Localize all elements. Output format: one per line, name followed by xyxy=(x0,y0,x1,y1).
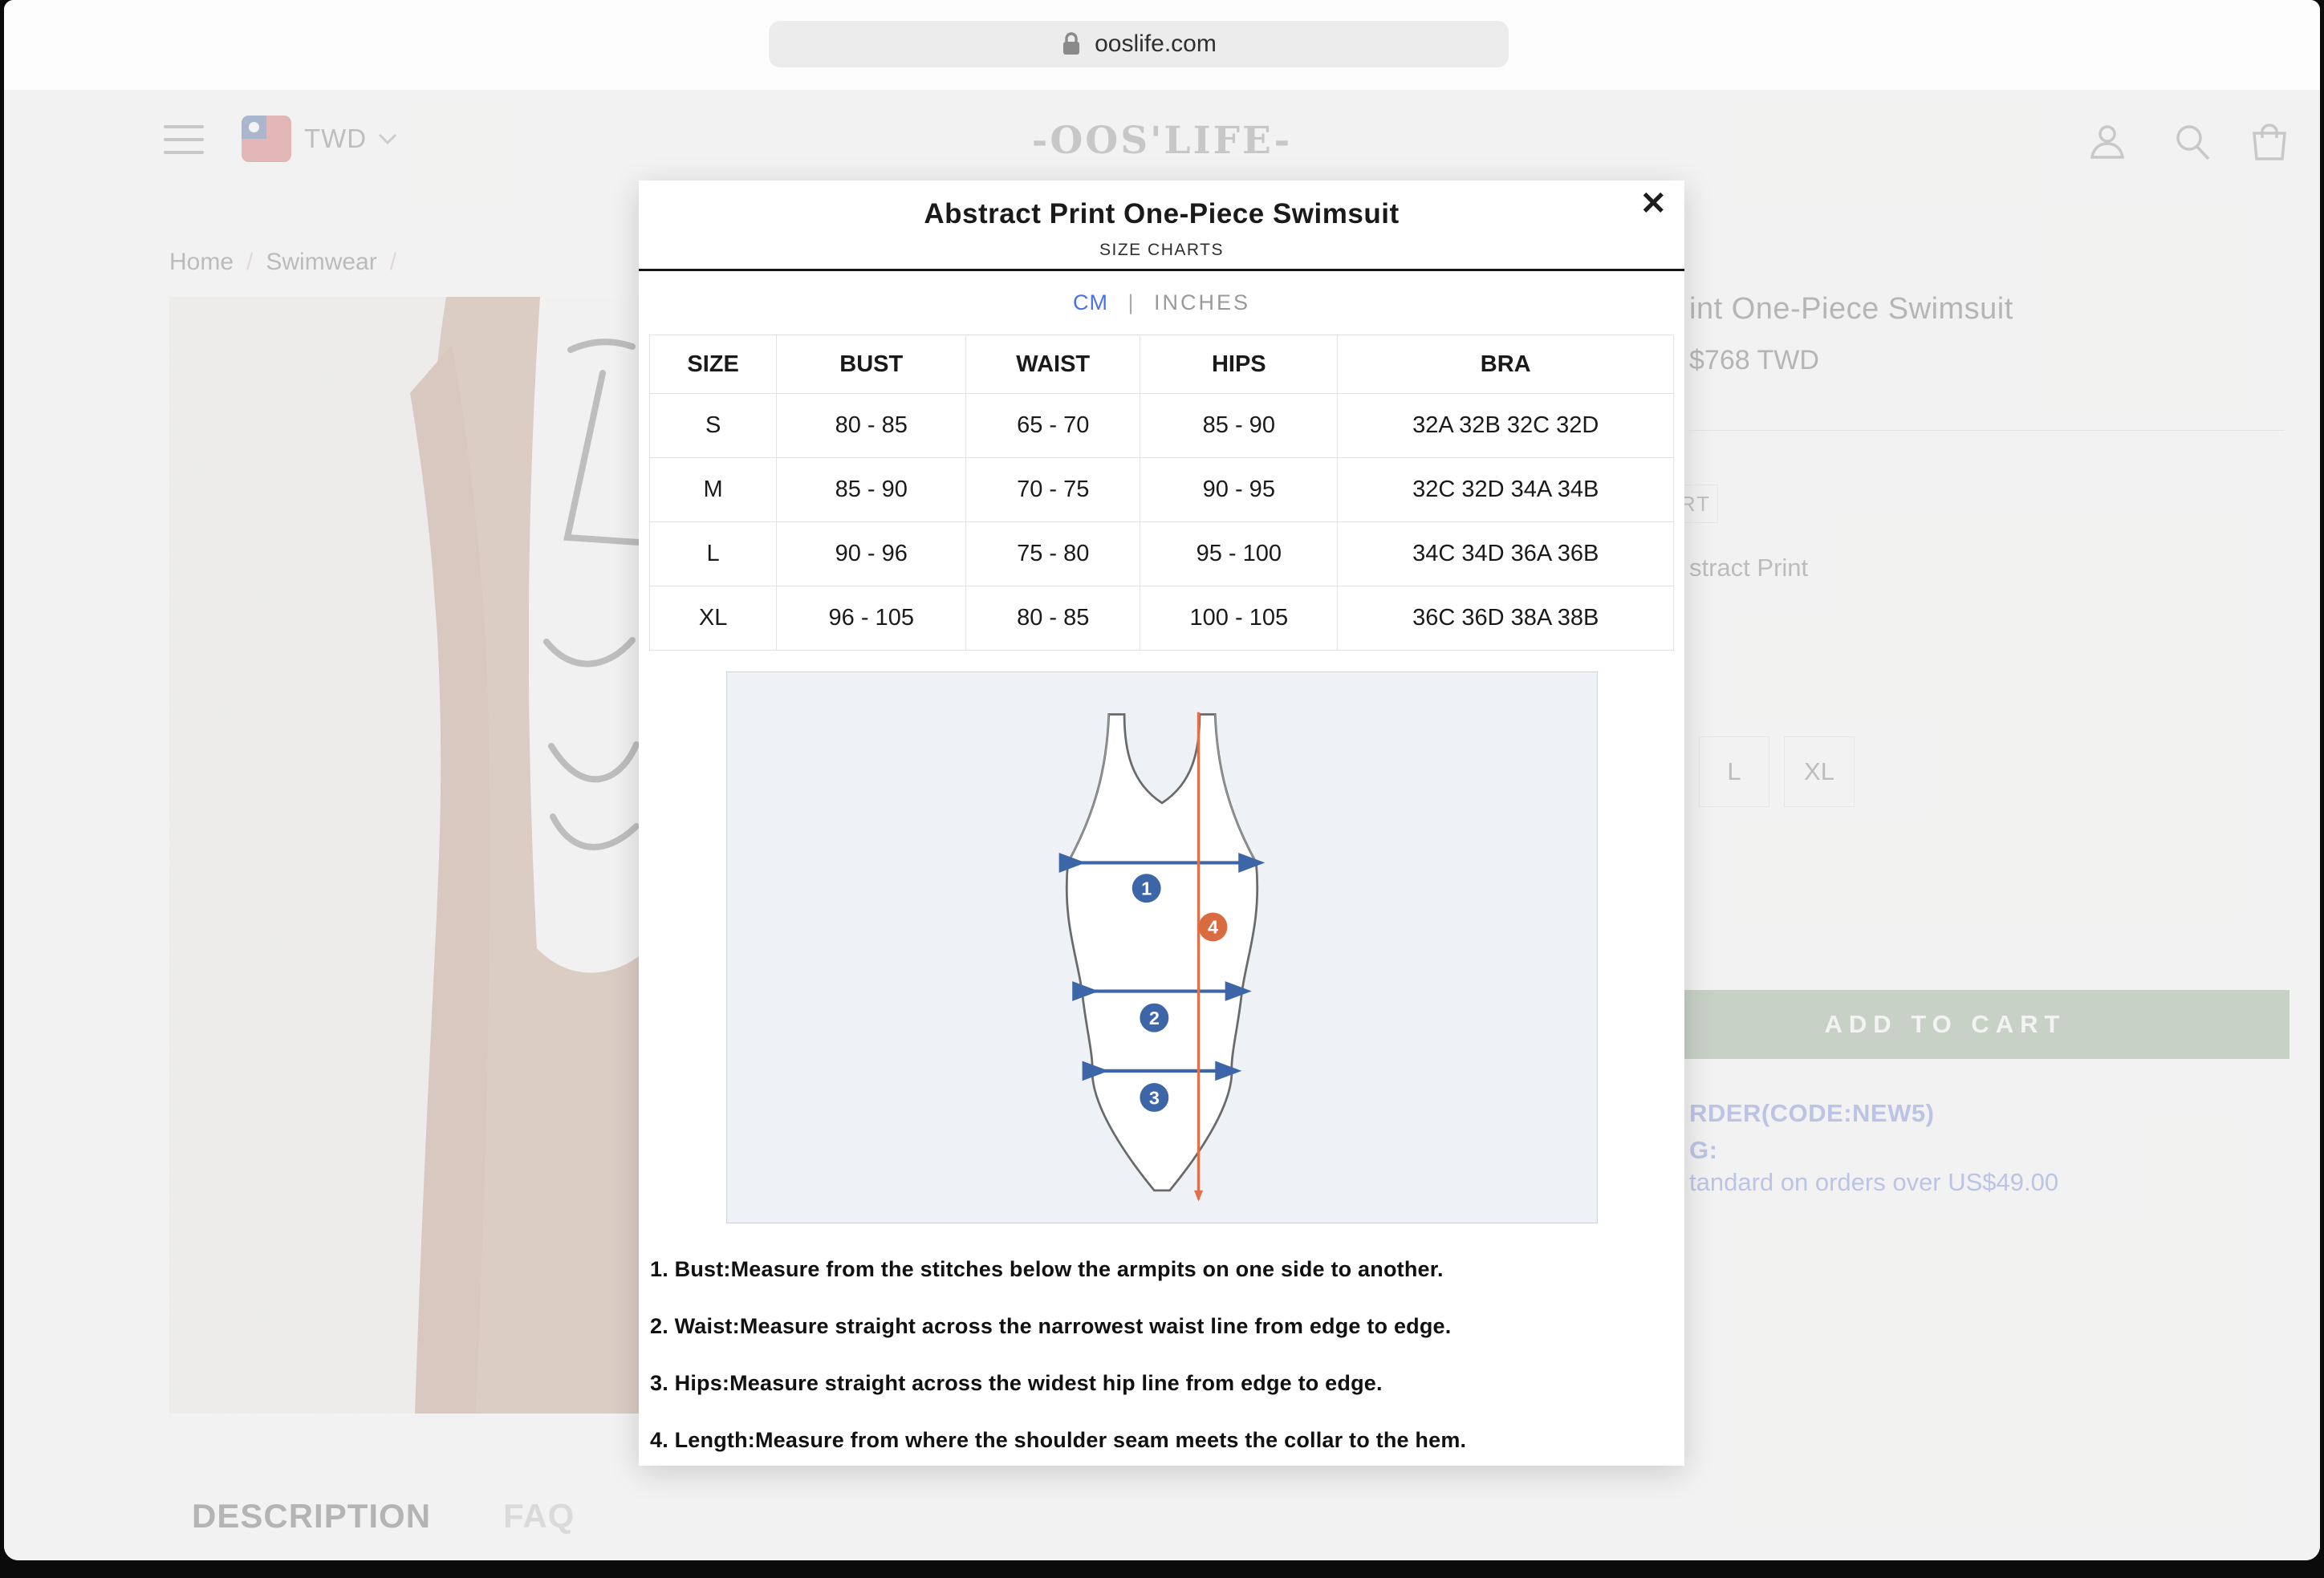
cell-waist: 70 - 75 xyxy=(966,458,1140,522)
cell-bra: 34C 34D 36A 36B xyxy=(1338,522,1674,586)
cell-bust: 80 - 85 xyxy=(777,394,966,458)
diagram-point-4: 4 xyxy=(1207,917,1217,938)
unit-inches[interactable]: INCHES xyxy=(1154,290,1250,314)
cell-size: M xyxy=(650,458,777,522)
measurement-diagram: 1 2 3 4 xyxy=(726,671,1598,1223)
cell-bust: 85 - 90 xyxy=(777,458,966,522)
lock-icon xyxy=(1061,32,1082,56)
instruction-waist: 2. Waist:Measure straight across the nar… xyxy=(650,1314,1684,1339)
close-icon[interactable]: ✕ xyxy=(1635,187,1672,221)
cell-size: XL xyxy=(650,586,777,651)
col-waist: WAIST xyxy=(966,335,1140,394)
browser-chrome: ooslife.com xyxy=(4,0,2320,90)
instruction-hips: 3. Hips:Measure straight across the wide… xyxy=(650,1371,1684,1396)
table-row: S 80 - 85 65 - 70 85 - 90 32A 32B 32C 32… xyxy=(650,394,1674,458)
cell-bust: 96 - 105 xyxy=(777,586,966,651)
instruction-bust: 1. Bust:Measure from the stitches below … xyxy=(650,1257,1684,1282)
table-row: M 85 - 90 70 - 75 90 - 95 32C 32D 34A 34… xyxy=(650,458,1674,522)
col-hips: HIPS xyxy=(1140,335,1338,394)
table-header-row: SIZE BUST WAIST HIPS BRA xyxy=(650,335,1674,394)
unit-toggle: CM | INCHES xyxy=(639,290,1684,315)
cell-waist: 75 - 80 xyxy=(966,522,1140,586)
cell-hips: 100 - 105 xyxy=(1140,586,1338,651)
measurement-instructions: 1. Bust:Measure from the stitches below … xyxy=(650,1257,1684,1453)
cell-hips: 90 - 95 xyxy=(1140,458,1338,522)
diagram-point-1: 1 xyxy=(1141,878,1152,899)
table-row: L 90 - 96 75 - 80 95 - 100 34C 34D 36A 3… xyxy=(650,522,1674,586)
address-bar[interactable]: ooslife.com xyxy=(769,21,1509,67)
cell-hips: 95 - 100 xyxy=(1140,522,1338,586)
col-size: SIZE xyxy=(650,335,777,394)
cell-bra: 32A 32B 32C 32D xyxy=(1338,394,1674,458)
modal-header: Abstract Print One-Piece Swimsuit SIZE C… xyxy=(639,181,1684,271)
unit-separator: | xyxy=(1127,290,1134,314)
instruction-length: 4. Length:Measure from where the shoulde… xyxy=(650,1428,1684,1453)
cell-size: S xyxy=(650,394,777,458)
cell-hips: 85 - 90 xyxy=(1140,394,1338,458)
unit-cm[interactable]: CM xyxy=(1073,290,1108,314)
size-chart-modal: Abstract Print One-Piece Swimsuit SIZE C… xyxy=(639,181,1684,1466)
cell-bust: 90 - 96 xyxy=(777,522,966,586)
modal-title: Abstract Print One-Piece Swimsuit xyxy=(639,198,1684,230)
modal-subtitle: SIZE CHARTS xyxy=(639,241,1684,260)
col-bust: BUST xyxy=(777,335,966,394)
diagram-point-3: 3 xyxy=(1148,1087,1159,1108)
cell-bra: 32C 32D 34A 34B xyxy=(1338,458,1674,522)
browser-window: ooslife.com TWD -OOS'LIFE- Home xyxy=(4,0,2320,1560)
cell-waist: 80 - 85 xyxy=(966,586,1140,651)
cell-waist: 65 - 70 xyxy=(966,394,1140,458)
cell-bra: 36C 36D 38A 38B xyxy=(1338,586,1674,651)
cell-size: L xyxy=(650,522,777,586)
table-row: XL 96 - 105 80 - 85 100 - 105 36C 36D 38… xyxy=(650,586,1674,651)
url-text: ooslife.com xyxy=(1095,30,1217,58)
size-chart-table: SIZE BUST WAIST HIPS BRA S 80 - 85 65 - … xyxy=(649,335,1674,651)
diagram-point-2: 2 xyxy=(1148,1008,1159,1028)
col-bra: BRA xyxy=(1338,335,1674,394)
